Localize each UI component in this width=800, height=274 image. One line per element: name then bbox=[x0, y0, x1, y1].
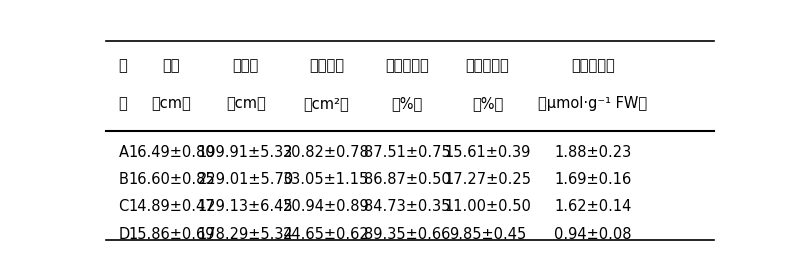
Text: 199.91±5.32: 199.91±5.32 bbox=[198, 145, 294, 159]
Text: 丙二醒含量: 丙二醒含量 bbox=[571, 58, 614, 73]
Text: 16.49±0.80: 16.49±0.80 bbox=[128, 145, 214, 159]
Text: 33.05±1.15: 33.05±1.15 bbox=[283, 172, 370, 187]
Text: 129.13±6.45: 129.13±6.45 bbox=[198, 199, 294, 215]
Text: 24.65±0.62: 24.65±0.62 bbox=[283, 227, 370, 242]
Text: 0.94±0.08: 0.94±0.08 bbox=[554, 227, 632, 242]
Text: 178.29±5.34: 178.29±5.34 bbox=[198, 227, 294, 242]
Text: 株高: 株高 bbox=[162, 58, 180, 73]
Text: 处: 处 bbox=[118, 58, 127, 73]
Text: B: B bbox=[118, 172, 129, 187]
Text: 89.35±0.66: 89.35±0.66 bbox=[364, 227, 450, 242]
Text: 理: 理 bbox=[118, 96, 127, 111]
Text: A: A bbox=[118, 145, 129, 159]
Text: 总根长: 总根长 bbox=[233, 58, 259, 73]
Text: 1.69±0.16: 1.69±0.16 bbox=[554, 172, 631, 187]
Text: 30.82±0.78: 30.82±0.78 bbox=[283, 145, 370, 159]
Text: 相对电导率: 相对电导率 bbox=[466, 58, 510, 73]
Text: 16.60±0.85: 16.60±0.85 bbox=[128, 172, 214, 187]
Text: 9.85±0.45: 9.85±0.45 bbox=[449, 227, 526, 242]
Text: （cm）: （cm） bbox=[226, 96, 266, 111]
Text: 11.00±0.50: 11.00±0.50 bbox=[444, 199, 531, 215]
Text: 86.87±0.50: 86.87±0.50 bbox=[363, 172, 450, 187]
Text: D: D bbox=[118, 227, 130, 242]
Text: 84.73±0.35: 84.73±0.35 bbox=[364, 199, 450, 215]
Text: 1.88±0.23: 1.88±0.23 bbox=[554, 145, 631, 159]
Text: 15.61±0.39: 15.61±0.39 bbox=[444, 145, 530, 159]
Text: 1.62±0.14: 1.62±0.14 bbox=[554, 199, 631, 215]
Text: （%）: （%） bbox=[472, 96, 503, 111]
Text: 根表面积: 根表面积 bbox=[309, 58, 344, 73]
Text: 20.94±0.89: 20.94±0.89 bbox=[283, 199, 370, 215]
Text: 87.51±0.75: 87.51±0.75 bbox=[363, 145, 450, 159]
Text: 17.27±0.25: 17.27±0.25 bbox=[444, 172, 531, 187]
Text: （cm）: （cm） bbox=[151, 96, 191, 111]
Text: （%）: （%） bbox=[391, 96, 422, 111]
Text: 229.01±5.70: 229.01±5.70 bbox=[198, 172, 294, 187]
Text: （cm²）: （cm²） bbox=[303, 96, 349, 111]
Text: 15.86±0.69: 15.86±0.69 bbox=[128, 227, 214, 242]
Text: （μmol·g⁻¹ FW）: （μmol·g⁻¹ FW） bbox=[538, 96, 647, 111]
Text: 相对含水量: 相对含水量 bbox=[385, 58, 429, 73]
Text: C: C bbox=[118, 199, 129, 215]
Text: 14.89±0.47: 14.89±0.47 bbox=[128, 199, 214, 215]
